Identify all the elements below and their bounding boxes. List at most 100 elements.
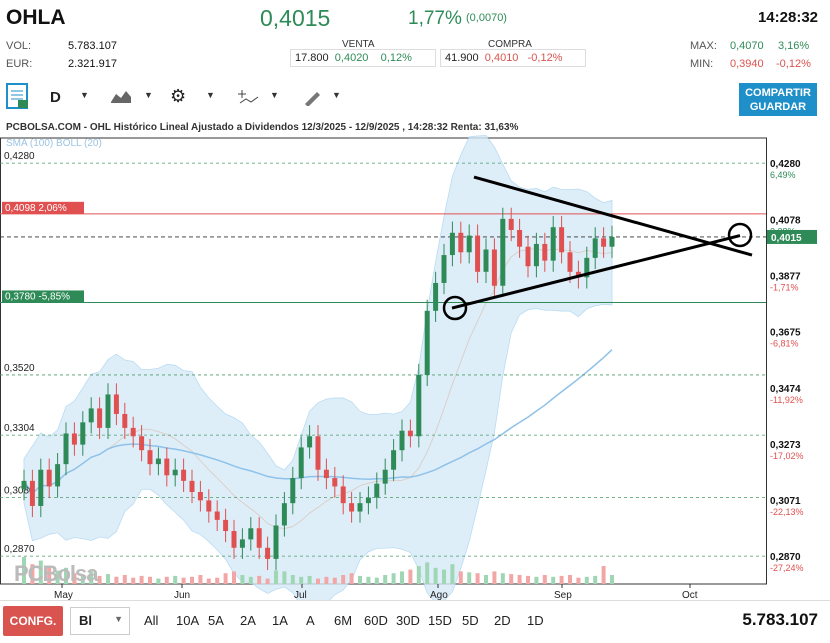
share-save-button[interactable]: COMPARTIR GUARDAR (739, 83, 817, 116)
quote-time: 14:28:32 (757, 9, 818, 26)
candle-body (475, 235, 481, 272)
support-tag (2, 290, 84, 303)
chart-title: PCBOLSA.COM - OHL Histórico Lineal Ajust… (6, 122, 519, 133)
candle-body (130, 427, 136, 437)
venta-pct: 0,12% (380, 52, 412, 64)
volume-bar (215, 577, 220, 584)
candle-body (248, 528, 254, 540)
candle-body (256, 528, 262, 548)
volume-bar (475, 573, 480, 584)
volume-bar (534, 576, 539, 584)
support-label: 0,3780 -5,85% (5, 291, 70, 302)
x-tick-label: Ago (430, 590, 448, 600)
chevron-down-icon[interactable]: ▼ (206, 90, 215, 100)
volume-bar (223, 573, 228, 584)
circle-marker (442, 295, 468, 321)
venta-price: 0,4020 (334, 52, 369, 64)
candle-body (374, 483, 380, 498)
document-icon[interactable] (4, 82, 32, 112)
range-button[interactable]: 10A (176, 613, 200, 628)
change-absolute: (0,0070) (466, 12, 507, 24)
candle-body (332, 478, 338, 487)
volume-bar (139, 575, 144, 584)
candle-body (206, 500, 212, 512)
range-button[interactable]: 5A (208, 613, 224, 628)
volume-bar (307, 575, 312, 584)
candle-body (197, 492, 203, 501)
range-button[interactable]: 30D (396, 613, 420, 628)
venta-qty: 17.800 (295, 52, 329, 64)
compra-box: 41.900 0,4010 -0,12% (440, 49, 586, 67)
candle-body (29, 480, 35, 506)
volume-bar (30, 564, 35, 584)
x-tick-label: Jul (294, 590, 307, 600)
candle-body (181, 469, 187, 481)
chevron-down-icon[interactable]: ▼ (80, 90, 89, 100)
volume-bar (408, 569, 413, 584)
y-tick-label: 0,3273 (770, 440, 801, 451)
volume-bar (492, 571, 497, 584)
volume-bar (425, 562, 430, 584)
range-button[interactable]: 60D (364, 613, 388, 628)
candle-body (466, 235, 472, 253)
volume-bar (97, 575, 102, 584)
candle-area-icon[interactable] (110, 88, 132, 109)
y-tick-pct: -11,92% (770, 395, 803, 405)
period-select[interactable]: D (50, 89, 61, 106)
y-tick-label: 0,4078 (770, 215, 801, 226)
range-button[interactable]: 2D (494, 613, 511, 628)
volume-bar (282, 571, 287, 584)
candle-body (281, 503, 287, 526)
candle-body (239, 539, 245, 548)
range-button[interactable]: 5D (462, 613, 479, 628)
range-button[interactable]: 2A (240, 613, 256, 628)
candle-body (21, 480, 27, 490)
range-button[interactable]: 6M (334, 613, 353, 628)
scale-select[interactable]: Bl ▼ (70, 607, 130, 635)
pencil-icon[interactable] (302, 88, 322, 111)
venta-box: 17.800 0,4020 0,12% (290, 49, 436, 67)
volume-bar (47, 566, 52, 584)
price-chart[interactable]: 0,4280 0,3520 0,3304 0,3080 0,2870 0,4098 2,0… (0, 132, 830, 600)
y-tick-label: 0,3877 (770, 271, 801, 282)
chevron-down-icon[interactable]: ▼ (270, 90, 279, 100)
candle-body (533, 243, 539, 267)
min-pct: -0,12% (776, 58, 811, 70)
volume-bar (198, 575, 203, 584)
draw-icon[interactable] (238, 88, 260, 111)
range-button[interactable]: A (306, 613, 315, 628)
resistance-label: 0,4098 2,06% (5, 203, 67, 214)
range-button[interactable]: 15D (428, 613, 452, 628)
vol-label: VOL: (6, 40, 32, 52)
chevron-down-icon[interactable]: ▼ (332, 90, 341, 100)
range-button[interactable]: 1A (272, 613, 288, 628)
volume-bar (248, 576, 253, 584)
volume-bar (400, 571, 404, 584)
candle-body (55, 464, 61, 487)
volume-bar (265, 578, 270, 584)
compra-qty: 41.900 (445, 52, 479, 64)
range-button[interactable]: 1D (527, 613, 544, 628)
chevron-down-icon[interactable]: ▼ (144, 90, 153, 100)
config-button[interactable]: CONFG. (3, 606, 63, 636)
eur-value: 2.321.917 (68, 58, 117, 70)
scale-value: Bl (79, 613, 92, 628)
gear-icon[interactable]: ⚙ (170, 86, 187, 106)
current-price-tag (767, 229, 817, 244)
volume-bar (450, 564, 455, 584)
x-tick-label: Jun (174, 590, 190, 600)
level-label: 0,3304 (4, 423, 35, 434)
volume-bar (240, 575, 245, 584)
x-tick-label: Oct (682, 590, 698, 600)
last-price: 0,4015 (260, 5, 331, 31)
candle-body (601, 238, 607, 247)
volume-bar (568, 575, 572, 584)
range-button[interactable]: All (144, 613, 159, 628)
volume-bar (467, 572, 472, 584)
volume-bar (114, 576, 119, 584)
volume-bar (316, 578, 320, 584)
volume-bar (190, 576, 194, 584)
volume-bar (366, 576, 371, 584)
current-price-label: 0,4015 (771, 233, 802, 244)
max-value: 0,4070 (730, 40, 764, 52)
